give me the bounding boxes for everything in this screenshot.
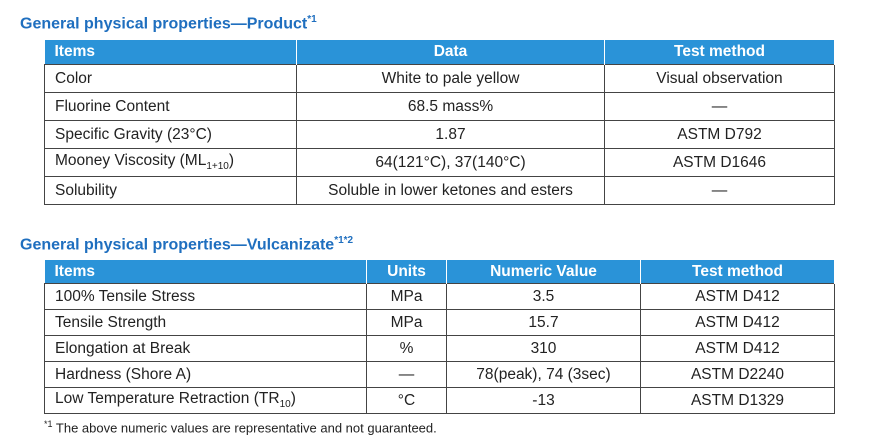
table-row: Mooney Viscosity (ML1+10) 64(121°C), 37(1… bbox=[44, 148, 835, 177]
table-cell: — bbox=[366, 361, 447, 388]
header-row: Items Data Test method bbox=[44, 40, 835, 65]
table-cell: — bbox=[604, 92, 835, 121]
table-cell: — bbox=[604, 176, 835, 205]
table-row: Color White to pale yellow Visual observat… bbox=[44, 64, 835, 93]
table-row: Solubility Soluble in lower ketones and e… bbox=[44, 176, 835, 205]
table-cell: Color bbox=[44, 64, 297, 93]
cell-subscript: 1+10 bbox=[206, 161, 229, 173]
table-row: Hardness (Shore A) —78(peak), 74 (3sec) AS… bbox=[44, 361, 835, 388]
table-cell: ASTM D412 bbox=[640, 283, 835, 310]
section-title: General physical properties—Product*1 bbox=[20, 14, 317, 33]
table-cell: ASTM D1646 bbox=[604, 148, 835, 177]
table-body: Color White to pale yellow Visual observat… bbox=[44, 64, 835, 205]
table-cell: 3.5 bbox=[446, 283, 641, 310]
table-cell: % bbox=[366, 335, 447, 362]
header-cell: Numeric Value bbox=[446, 260, 641, 284]
table-cell: ASTM D792 bbox=[604, 120, 835, 149]
table-cell: MPa bbox=[366, 283, 447, 310]
header-row: Items Units Numeric Value Test method bbox=[44, 260, 835, 284]
table-row: Specific Gravity (23°C) 1.87 ASTM D792 bbox=[44, 120, 835, 149]
table-cell: °C bbox=[366, 387, 447, 414]
table-cell: Elongation at Break bbox=[44, 335, 367, 362]
table-cell: 100% Tensile Stress bbox=[44, 283, 367, 310]
table-cell: 68.5 mass% bbox=[296, 92, 605, 121]
cell-subscript: 10 bbox=[279, 399, 291, 411]
table-row: Elongation at Break% 310 ASTM D412 bbox=[44, 335, 835, 362]
table-cell: Fluorine Content bbox=[44, 92, 297, 121]
table-row: Low Temperature Retraction (TR10) °C -13 AS… bbox=[44, 387, 835, 414]
table-head: Items Units Numeric Value Test method bbox=[44, 260, 835, 284]
footnote: *1 The above numeric values are represen… bbox=[44, 419, 437, 435]
header-cell: Test method bbox=[604, 40, 835, 65]
table-cell: Visual observation bbox=[604, 64, 835, 93]
table-cell: 78(peak), 74 (3sec) bbox=[446, 361, 641, 388]
table-row: Tensile Strength MPa 15.7 ASTM D412 bbox=[44, 309, 835, 336]
title-text: General physical properties—Product bbox=[20, 15, 308, 33]
title-note: *1*2 bbox=[334, 235, 354, 246]
table-cell: ASTM D412 bbox=[640, 309, 835, 336]
footnote-text: The above numeric values are representat… bbox=[52, 420, 437, 435]
table-row: Fluorine Content 68.5 mass% — bbox=[44, 92, 835, 121]
table-head: Items Data Test method bbox=[44, 40, 835, 65]
table-cell: Tensile Strength bbox=[44, 309, 367, 336]
header-cell: Test method bbox=[640, 260, 835, 284]
cell-text: ) bbox=[290, 390, 296, 408]
footnote-mark: *1 bbox=[44, 419, 53, 429]
table-body: 100% Tensile Stress MPa 3.5 ASTM D412 Tensil… bbox=[44, 283, 835, 414]
table-cell: ASTM D1329 bbox=[640, 387, 835, 414]
data-table: Items Units Numeric Value Test method 100% T… bbox=[44, 260, 835, 414]
header-cell: Items bbox=[44, 40, 297, 65]
table-cell: 15.7 bbox=[446, 309, 641, 336]
section-title: General physical properties—Vulcanizate*… bbox=[20, 235, 353, 254]
table-cell: White to pale yellow bbox=[296, 64, 605, 93]
title-note: *1 bbox=[307, 14, 317, 25]
title-text: General physical properties—Vulcanizate bbox=[20, 236, 335, 254]
table-cell: 310 bbox=[446, 335, 641, 362]
header-cell: Units bbox=[366, 260, 447, 284]
table-cell: -13 bbox=[446, 387, 641, 414]
table-cell: Specific Gravity (23°C) bbox=[44, 120, 297, 149]
table-cell: Hardness (Shore A) bbox=[44, 361, 367, 388]
table-cell: Low Temperature Retraction (TR10) bbox=[44, 387, 367, 414]
table-cell: ASTM D412 bbox=[640, 335, 835, 362]
header-cell: Data bbox=[296, 40, 605, 65]
table-row: 100% Tensile Stress MPa 3.5 ASTM D412 bbox=[44, 283, 835, 310]
table-cell: Soluble in lower ketones and esters bbox=[296, 176, 605, 205]
cell-text: Low Temperature Retraction (TR bbox=[55, 390, 280, 408]
cell-text: ) bbox=[228, 152, 235, 170]
data-table: Items Data Test method Color White to pale y… bbox=[44, 40, 835, 205]
table-cell: 1.87 bbox=[296, 120, 605, 149]
table-cell: Solubility bbox=[44, 176, 297, 205]
table-cell: MPa bbox=[366, 309, 447, 336]
table-cell: 64(121°C), 37(140°C) bbox=[296, 148, 605, 177]
cell-text: Mooney Viscosity (ML bbox=[55, 152, 207, 170]
table-cell: ASTM D2240 bbox=[640, 361, 835, 388]
table-cell: Mooney Viscosity (ML1+10) bbox=[44, 148, 297, 177]
header-cell: Items bbox=[44, 260, 367, 284]
